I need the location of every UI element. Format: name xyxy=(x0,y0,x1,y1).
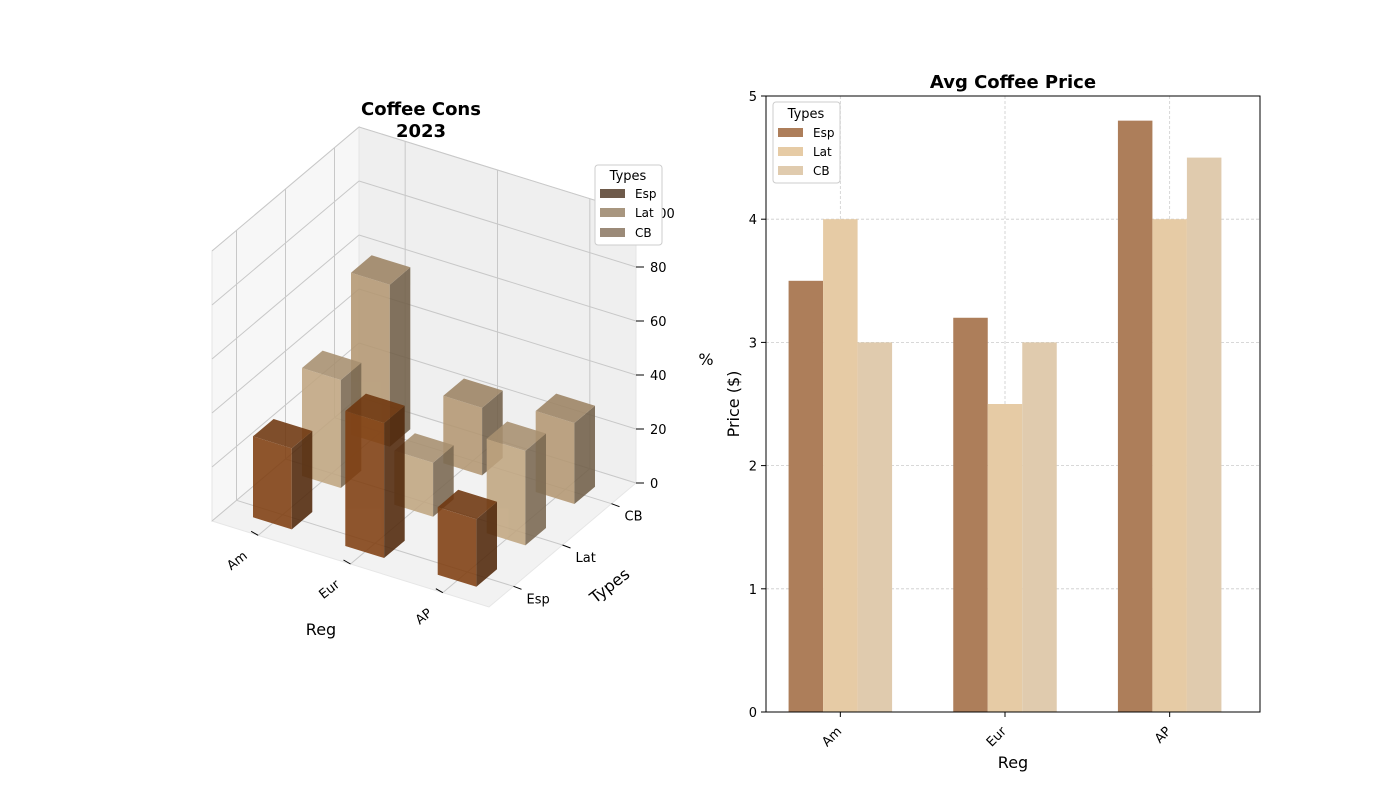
chart3d-grid-back-z-3 xyxy=(358,234,637,322)
chart2d-xlabel: Reg xyxy=(998,753,1028,772)
bar3d-am-esp xyxy=(253,419,313,530)
bar-am-lat xyxy=(823,219,858,712)
chart2d-ytick-label-1: 1 xyxy=(749,583,757,598)
chart2d-legend-swatch-lat xyxy=(778,147,803,156)
bar3d-top-face xyxy=(437,489,497,520)
chart3d-xlabel: Reg xyxy=(306,620,336,639)
bar-ap-lat xyxy=(1152,219,1187,712)
chart3d-legend-frame xyxy=(594,164,663,246)
chart3d-grid-back-z-4 xyxy=(358,180,637,268)
bar3d-side-face xyxy=(525,433,546,546)
bar3d-top-face xyxy=(394,433,454,463)
chart2d-ytick-label-5: 5 xyxy=(749,90,757,105)
bar3d-top-face xyxy=(443,378,503,408)
chart3d-ztick-label-20: 20 xyxy=(650,423,667,438)
chart2d-legend-title: Types xyxy=(787,107,825,122)
bar-eur-esp xyxy=(953,317,988,712)
chart3d-grid-back-z-5 xyxy=(358,126,637,214)
bar-ap-esp xyxy=(1117,120,1153,712)
chart3d-ytick-esp xyxy=(513,585,522,590)
chart3d-grid-left-z-3 xyxy=(211,234,360,360)
bar3d-ap-esp xyxy=(437,489,497,587)
chart3d-panes xyxy=(210,125,638,608)
bar-eur-lat xyxy=(987,404,1023,712)
chart3d-title-line-1: Coffee Cons xyxy=(361,99,481,120)
chart3d-ytick-label-esp: Esp xyxy=(527,592,550,607)
bar3d-side-face xyxy=(291,431,313,530)
chart3d-ztick-label-80: 80 xyxy=(650,261,667,276)
bar3d-front-face xyxy=(345,411,385,558)
chart2d-legend-swatch-cb xyxy=(778,166,803,175)
price-bar-chart: Avg Coffee Price 0 1 2 3 4 5 Am Eur AP Reg Price… xyxy=(724,72,1261,772)
chart3d-grid-left-z-4 xyxy=(211,180,360,306)
chart3d-bars xyxy=(253,255,595,587)
chart2d-ylabel: Price ($) xyxy=(724,371,743,438)
bar3d-side-face xyxy=(384,405,405,558)
chart3d-ytick-lat xyxy=(562,544,571,549)
bar3d-top-face xyxy=(535,393,595,423)
chart3d-zlabel: % xyxy=(698,350,713,369)
chart2d-ytick-label-4: 4 xyxy=(749,213,757,228)
chart3d-title-line-2: 2023 xyxy=(396,121,446,142)
bar3d-top-face xyxy=(486,421,546,451)
chart2d-xtick-label-eur: Eur xyxy=(984,724,1010,750)
chart3d-legend-swatch-cb xyxy=(600,228,625,237)
chart2d-legend-swatch-esp xyxy=(778,128,803,137)
chart3d-legend-swatch-lat xyxy=(600,208,625,217)
chart3d-legend-label-cb: CB xyxy=(635,226,652,240)
chart3d-legend-label-lat: Lat xyxy=(635,206,654,220)
bar3d-side-face xyxy=(574,405,595,504)
chart3d-ztick-label-40: 40 xyxy=(650,369,667,384)
bar3d-top-face xyxy=(253,419,313,449)
chart2d-legend-label-lat: Lat xyxy=(813,145,832,159)
chart3d-ztick-label-60: 60 xyxy=(650,315,667,330)
chart2d-legend: Types Esp Lat CB xyxy=(772,101,841,184)
chart2d-xtick-label-am: Am xyxy=(819,724,845,750)
bar3d-side-face xyxy=(389,267,411,447)
bar3d-eur-esp xyxy=(345,393,405,558)
chart2d-legend-label-esp: Esp xyxy=(813,126,834,140)
chart3d-xtick-label-am: Am xyxy=(224,549,250,574)
chart3d-grid-left-z-5 xyxy=(211,126,360,252)
chart3d-ytick-cb xyxy=(611,503,620,508)
chart2d-ytick-label-0: 0 xyxy=(749,706,757,721)
chart3d-grid-left-z-2 xyxy=(211,288,360,414)
bar3d-top-face xyxy=(302,350,362,380)
chart2d-axes-frame xyxy=(765,95,1261,713)
bar3d-front-face xyxy=(253,436,292,530)
chart2d-legend-label-cb: CB xyxy=(813,164,830,178)
chart2d-xtick-label-ap: AP xyxy=(1152,724,1175,747)
chart3d-xtick-eur xyxy=(343,559,351,565)
chart3d-ztick-label-0: 0 xyxy=(650,477,658,492)
bar3d-front-face xyxy=(437,507,477,587)
chart3d-xtick-label-eur: Eur xyxy=(317,577,344,603)
bar-ap-cb xyxy=(1186,157,1222,713)
bar-am-esp xyxy=(788,280,824,712)
chart3d-xtick-am xyxy=(250,530,259,536)
chart3d-legend-label-esp: Esp xyxy=(635,187,656,201)
chart3d-ylabel: Types xyxy=(585,564,633,607)
bar-eur-cb xyxy=(1022,342,1057,712)
chart3d-xtick-label-ap: AP xyxy=(413,606,436,628)
chart2d-ytick-label-3: 3 xyxy=(749,336,757,351)
bar3d-side-face xyxy=(476,501,497,587)
chart3d-legend-swatch-esp xyxy=(600,189,625,198)
chart3d-xtick-ap xyxy=(435,588,444,594)
chart3d-ytick-label-lat: Lat xyxy=(576,551,596,566)
chart2d-ytick-label-2: 2 xyxy=(749,460,757,475)
chart3d-ytick-label-cb: CB xyxy=(625,510,643,525)
chart2d-legend-frame xyxy=(772,101,841,184)
chart2d-title: Avg Coffee Price xyxy=(930,72,1096,93)
chart3d-legend-title: Types xyxy=(609,169,647,184)
bar3d-top-face xyxy=(351,255,411,285)
consumption-3d-chart: Coffee Cons 2023 Am Eur AP Esp Lat CB 0 20 40 60 8… xyxy=(210,99,714,639)
bar3d-top-face xyxy=(345,393,405,423)
bar-am-cb xyxy=(857,342,893,712)
chart2d-bars xyxy=(788,120,1222,713)
chart3d-legend: Types Esp Lat CB xyxy=(594,164,663,246)
